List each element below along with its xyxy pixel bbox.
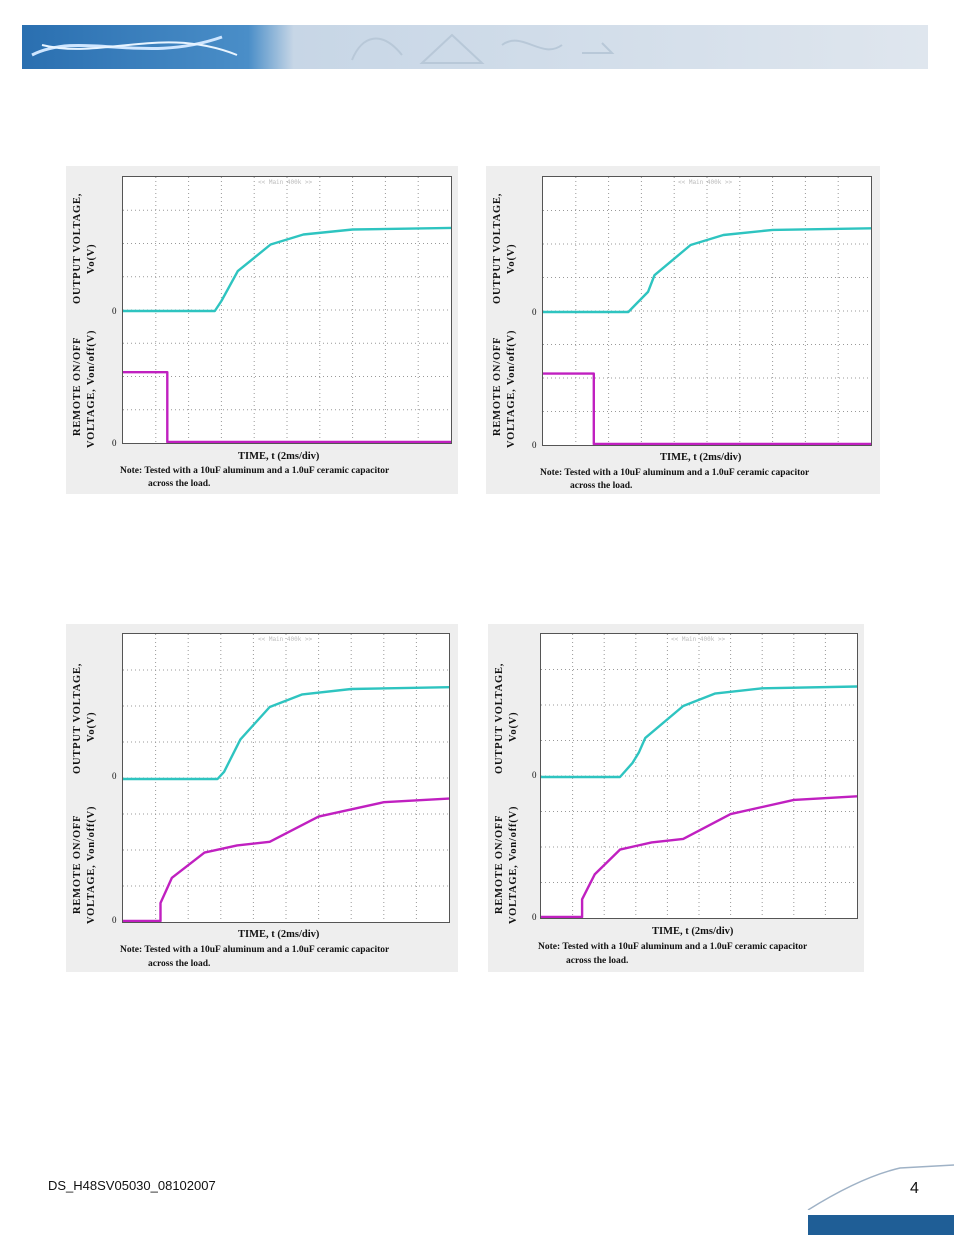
zero-label-top: 0 <box>112 771 117 781</box>
x-axis-label: TIME, t (2ms/div) <box>238 451 320 462</box>
watermark: << Main 400k >> <box>678 179 733 186</box>
corner-decoration <box>807 1164 954 1235</box>
remote-onoff-trace <box>541 795 858 919</box>
output-voltage-trace <box>123 686 450 781</box>
y-label-bottom-line1: REMOTE ON/OFF <box>72 814 83 914</box>
scope-trace-svg <box>123 634 450 923</box>
note-line-2: across the load. <box>148 479 211 489</box>
document-id: DS_H48SV05030_08102007 <box>48 1178 216 1193</box>
watermark: << Main 400k >> <box>258 636 313 643</box>
figure-3: REMOTE ON/OFF VOLTAGE, Von/off(V) OUTPUT… <box>66 624 458 972</box>
y-label-top-line1: OUTPUT VOLTAGE, <box>492 192 503 304</box>
zero-label-bottom: 0 <box>112 438 117 448</box>
y-label-top-line2: Vo(V) <box>86 711 97 742</box>
watermark: << Main 400k >> <box>671 636 726 643</box>
note-line-1: Note: Tested with a 10uF aluminum and a … <box>120 466 390 476</box>
zero-label-bottom: 0 <box>532 912 537 922</box>
figure-2: REMOTE ON/OFF VOLTAGE, Von/off(V) OUTPUT… <box>486 166 880 494</box>
remote-onoff-trace <box>123 370 451 444</box>
note-line-2: across the load. <box>570 481 633 491</box>
x-axis-label: TIME, t (2ms/div) <box>660 452 742 463</box>
note-line-2: across the load. <box>566 956 629 966</box>
x-axis-label: TIME, t (2ms/div) <box>238 929 320 940</box>
output-voltage-trace <box>543 227 872 314</box>
y-label-bottom-line1: REMOTE ON/OFF <box>72 336 83 436</box>
output-voltage-trace <box>123 226 452 313</box>
note-line-1: Note: Tested with a 10uF aluminum and a … <box>540 468 810 478</box>
y-label-top-line2: Vo(V) <box>508 711 519 742</box>
note-line-1: Note: Tested with a 10uF aluminum and a … <box>538 942 808 952</box>
y-label-bottom-line1: REMOTE ON/OFF <box>494 814 505 914</box>
y-label-bottom-line1: REMOTE ON/OFF <box>492 336 503 436</box>
remote-onoff-trace <box>123 797 450 923</box>
output-voltage-trace <box>541 685 858 779</box>
y-label-top-line1: OUTPUT VOLTAGE, <box>72 192 83 304</box>
scope-trace-svg <box>543 177 872 446</box>
figure-1: REMOTE ON/OFF VOLTAGE, Von/off(V) OUTPUT… <box>66 166 458 494</box>
y-label-top-line2: Vo(V) <box>86 243 97 274</box>
note-line-2: across the load. <box>148 959 211 969</box>
scope-plot: << Main 400k >> <box>542 176 872 446</box>
y-label-bottom-line2: VOLTAGE, Von/off(V) <box>508 805 519 924</box>
y-label-top-line2: Vo(V) <box>506 243 517 274</box>
zero-label-bottom: 0 <box>112 915 117 925</box>
zero-label-top: 0 <box>532 307 537 317</box>
zero-label-bottom: 0 <box>532 440 537 450</box>
zero-label-top: 0 <box>112 306 117 316</box>
x-axis-label: TIME, t (2ms/div) <box>652 926 734 937</box>
y-label-bottom-line2: VOLTAGE, Von/off(V) <box>506 329 517 448</box>
page-number: 4 <box>910 1180 919 1197</box>
scope-trace-svg <box>541 634 858 919</box>
y-label-top-line1: OUTPUT VOLTAGE, <box>72 662 83 774</box>
y-label-bottom-line2: VOLTAGE, Von/off(V) <box>86 805 97 924</box>
figure-4: REMOTE ON/OFF VOLTAGE, Von/off(V) OUTPUT… <box>488 624 864 972</box>
remote-onoff-trace <box>543 372 871 446</box>
scope-plot: << Main 400k >> <box>122 633 450 923</box>
scope-plot: << Main 400k >> <box>540 633 858 919</box>
zero-label-top: 0 <box>532 770 537 780</box>
y-label-top-line1: OUTPUT VOLTAGE, <box>494 662 505 774</box>
scope-plot: << Main 400k >> <box>122 176 452 444</box>
header-banner <box>22 25 928 69</box>
watermark: << Main 400k >> <box>258 179 313 186</box>
scope-trace-svg <box>123 177 452 444</box>
y-label-bottom-line2: VOLTAGE, Von/off(V) <box>86 329 97 448</box>
note-line-1: Note: Tested with a 10uF aluminum and a … <box>120 945 390 955</box>
